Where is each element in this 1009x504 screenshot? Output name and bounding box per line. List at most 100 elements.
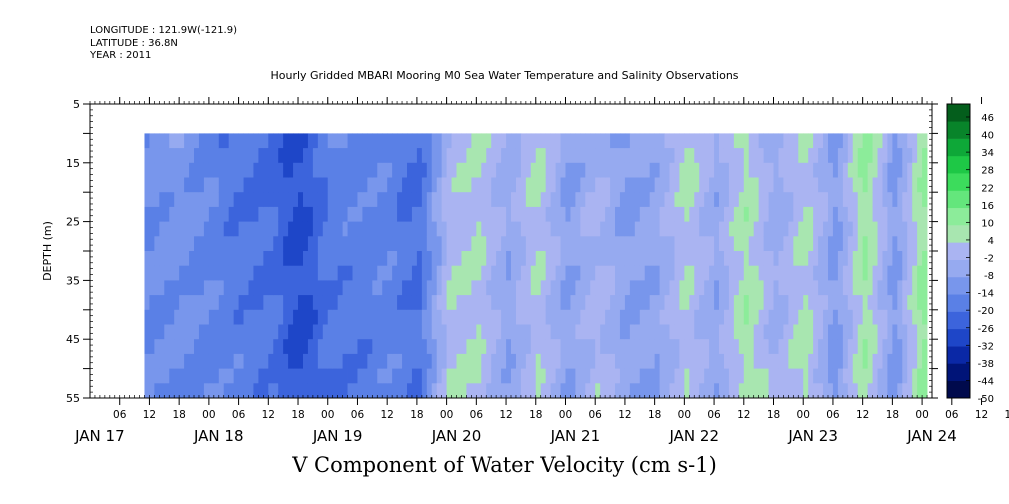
heatmap-cell xyxy=(288,280,294,296)
heatmap-cell xyxy=(258,148,264,164)
heatmap-cell xyxy=(491,324,497,340)
heatmap-cell xyxy=(922,353,928,369)
heatmap-cell xyxy=(337,324,343,340)
heatmap-cell xyxy=(213,368,220,384)
heatmap-cell xyxy=(917,368,923,384)
heatmap-cell xyxy=(525,133,532,149)
heatmap-cell xyxy=(595,177,601,193)
heatmap-cell xyxy=(847,383,854,399)
heatmap-cell xyxy=(818,383,824,399)
heatmap-cell xyxy=(367,280,373,296)
heatmap-cell xyxy=(585,162,591,178)
heatmap-cell xyxy=(867,383,873,399)
heatmap-cell xyxy=(823,133,829,149)
heatmap-cell xyxy=(416,324,423,340)
heatmap-cell xyxy=(491,295,497,311)
heatmap-cell xyxy=(194,206,200,222)
heatmap-cell xyxy=(307,251,314,267)
heatmap-cell xyxy=(922,177,928,193)
heatmap-cell xyxy=(842,265,849,281)
heatmap-cell xyxy=(768,206,774,222)
heatmap-cell xyxy=(699,280,705,296)
heatmap-cell xyxy=(847,162,854,178)
heatmap-cell xyxy=(842,162,849,178)
heatmap-cell xyxy=(585,236,591,252)
heatmap-cell xyxy=(575,162,581,178)
heatmap-cell xyxy=(441,353,448,369)
heatmap-cell xyxy=(610,295,616,311)
heatmap-cell xyxy=(174,162,180,178)
heatmap-cell xyxy=(273,133,279,149)
heatmap-cell xyxy=(392,265,398,281)
heatmap-cell xyxy=(382,251,388,267)
heatmap-cell xyxy=(733,309,740,325)
heatmap-cell xyxy=(659,177,665,193)
heatmap-cell xyxy=(213,295,220,311)
heatmap-cell xyxy=(758,221,764,237)
heatmap-cell xyxy=(659,324,665,340)
heatmap-cell xyxy=(298,383,304,399)
heatmap-cell xyxy=(699,339,705,355)
heatmap-cell xyxy=(382,192,388,208)
heatmap-cell xyxy=(580,324,586,340)
heatmap-cell xyxy=(421,177,428,193)
heatmap-cell xyxy=(248,148,254,164)
heatmap-cell xyxy=(595,133,601,149)
heatmap-cell xyxy=(610,133,616,149)
heatmap-cell xyxy=(327,295,334,311)
heatmap-cell xyxy=(595,368,601,384)
heatmap-cell xyxy=(481,251,487,267)
heatmap-cell xyxy=(194,148,200,164)
heatmap-cell xyxy=(570,339,576,355)
heatmap-cell xyxy=(619,324,626,340)
heatmap-cell xyxy=(738,177,745,193)
heatmap-cell xyxy=(629,383,636,399)
heatmap-cell xyxy=(377,177,383,193)
heatmap-cell xyxy=(654,148,660,164)
heatmap-cell xyxy=(872,383,878,399)
heatmap-cell xyxy=(476,148,482,164)
heatmap-cell xyxy=(664,206,670,222)
heatmap-cell xyxy=(431,339,438,355)
heatmap-cell xyxy=(486,206,492,222)
heatmap-cell xyxy=(218,383,225,399)
x-day-label: JAN 21 xyxy=(550,427,601,445)
heatmap-cell xyxy=(738,353,745,369)
heatmap-cell xyxy=(327,309,334,325)
heatmap-cell xyxy=(288,192,294,208)
y-tick-label: 15 xyxy=(66,157,80,170)
heatmap-cell xyxy=(600,280,606,296)
x-hour-tick-label: 12 xyxy=(856,409,869,421)
heatmap-cell xyxy=(773,353,779,369)
heatmap-cell xyxy=(248,162,254,178)
heatmap-cell xyxy=(491,265,497,281)
heatmap-cell xyxy=(402,177,408,193)
heatmap-cell xyxy=(832,280,839,296)
heatmap-cell xyxy=(570,236,576,252)
heatmap-cell xyxy=(892,324,898,340)
heatmap-cell xyxy=(654,162,660,178)
heatmap-cell xyxy=(506,295,512,311)
heatmap-cell xyxy=(530,148,537,164)
heatmap-cell xyxy=(372,353,378,369)
heatmap-cell xyxy=(189,265,195,281)
heatmap-cell xyxy=(649,236,656,252)
heatmap-cell xyxy=(253,162,259,178)
heatmap-cell xyxy=(451,177,457,193)
heatmap-cell xyxy=(917,236,923,252)
heatmap-cell xyxy=(634,383,641,399)
heatmap-cell xyxy=(788,206,794,222)
heatmap-cell xyxy=(312,353,319,369)
heatmap-cell xyxy=(208,206,215,222)
heatmap-cell xyxy=(842,192,849,208)
heatmap-cell xyxy=(723,295,730,311)
heatmap-cell xyxy=(600,295,606,311)
heatmap-cell xyxy=(263,236,269,252)
heatmap-cell xyxy=(312,339,319,355)
heatmap-cell xyxy=(813,295,819,311)
heatmap-cell xyxy=(481,280,487,296)
heatmap-cell xyxy=(233,324,239,340)
heatmap-cell xyxy=(629,265,636,281)
heatmap-cell xyxy=(659,251,665,267)
heatmap-cell xyxy=(555,206,561,222)
